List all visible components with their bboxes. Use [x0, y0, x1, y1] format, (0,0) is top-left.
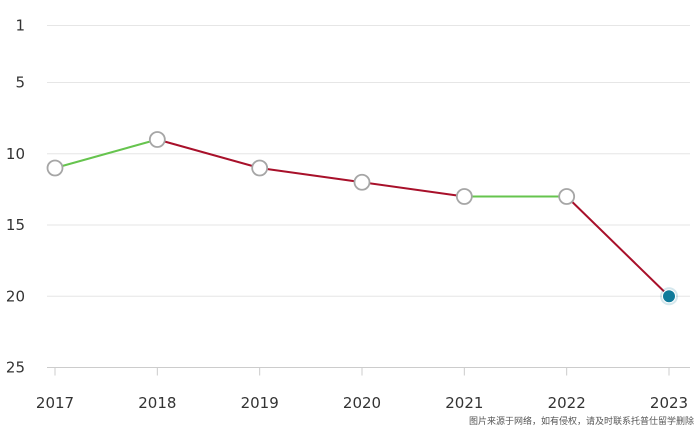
- x-tick-label: 2022: [548, 394, 586, 412]
- line-segment: [565, 195, 670, 298]
- data-point: [558, 188, 576, 205]
- y-tick-label: 1: [15, 17, 25, 35]
- watermark-text: 图片来源于网络，如有侵权，请及时联系托普仕留学删除: [469, 415, 694, 427]
- y-tick-label: 5: [15, 74, 25, 92]
- data-point: [251, 159, 269, 177]
- line-segment: [258, 167, 363, 184]
- data-point: [353, 173, 371, 191]
- x-tick-label: 2019: [241, 394, 279, 412]
- x-tick-label: 2020: [343, 394, 381, 412]
- data-point: [455, 188, 473, 205]
- series-points: [46, 131, 678, 306]
- x-axis-ticks: 2017 2018 2019 2020 2021 2022 2023: [36, 394, 688, 412]
- y-tick-label: 20: [6, 287, 25, 305]
- grid-lines: [47, 25, 690, 297]
- y-tick-label: 15: [6, 216, 25, 234]
- data-point: [148, 131, 166, 148]
- line-segment: [54, 138, 159, 169]
- data-point-highlight: [662, 289, 676, 304]
- data-point: [46, 159, 64, 177]
- line-segment: [156, 138, 261, 169]
- y-tick-label: 10: [6, 145, 25, 163]
- x-tick-label: 2017: [36, 394, 74, 412]
- line-segment: [361, 181, 466, 198]
- x-tick-label: 2021: [445, 394, 483, 412]
- x-axis: [47, 367, 690, 376]
- x-tick-label: 2023: [650, 394, 688, 412]
- x-tick-label: 2018: [138, 394, 176, 412]
- series-line: [54, 138, 670, 298]
- y-tick-label: 25: [6, 359, 25, 377]
